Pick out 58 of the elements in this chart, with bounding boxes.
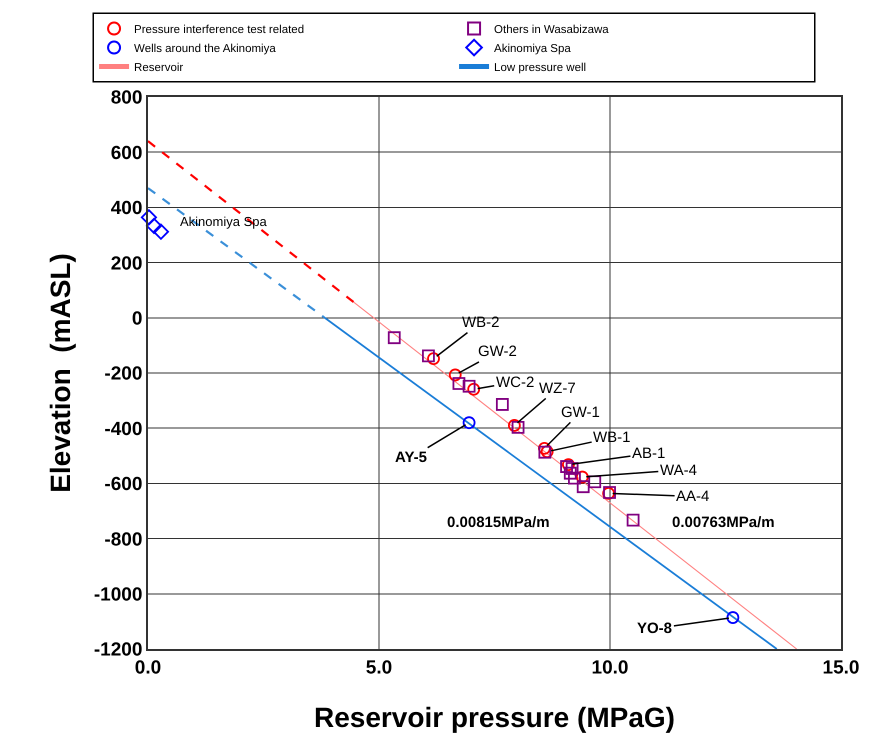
- point: [152, 224, 169, 240]
- y-tick-label: 600: [110, 142, 142, 164]
- point: [512, 420, 524, 434]
- legend-label: Reservoir: [134, 62, 184, 74]
- point: [422, 349, 435, 362]
- annotation: AB-1: [632, 445, 666, 462]
- x-tick-label: 10.0: [592, 658, 628, 679]
- annotation: WA-4: [660, 462, 697, 479]
- x-axis-title: Reservoir pressure (MPaG): [314, 702, 676, 734]
- point: [626, 514, 640, 527]
- point: [146, 218, 162, 234]
- point: [540, 445, 554, 458]
- point: [566, 462, 579, 475]
- y-tick-label: 0: [132, 308, 142, 330]
- point: [508, 419, 521, 432]
- y-tick-label: 800: [110, 88, 142, 109]
- y-axis-title: Elevation (mASL): [45, 253, 76, 493]
- point: [496, 398, 509, 411]
- y-tick-label: -800: [104, 529, 142, 550]
- point: [462, 416, 476, 430]
- y-tick-label: -600: [104, 474, 142, 496]
- point: [140, 209, 157, 226]
- point: [568, 472, 581, 485]
- point: [726, 611, 740, 624]
- annotation: YO-8: [637, 620, 672, 637]
- annotation: AY-5: [395, 449, 427, 466]
- point: [448, 368, 462, 382]
- point: [564, 466, 577, 480]
- point: [538, 446, 552, 459]
- annotation: 0.00815MPa/m: [447, 514, 550, 531]
- annotation: WB-2: [462, 314, 500, 331]
- x-tick-label: 5.0: [366, 658, 392, 679]
- point: [538, 442, 551, 455]
- point: [576, 480, 590, 494]
- legend-label: Others in Wasabizawa: [494, 24, 610, 36]
- y-tick-label: 400: [110, 198, 142, 220]
- y-tick-label: 200: [110, 253, 142, 274]
- annotation: GW-2: [478, 343, 517, 360]
- annotation: WZ-7: [539, 380, 576, 397]
- y-tick-label: -200: [104, 364, 142, 385]
- legend-label: Wells around the Akinomiya: [134, 43, 276, 56]
- point: [576, 470, 589, 484]
- x-tick-label: 15.0: [822, 658, 860, 679]
- y-tick-label: -1000: [94, 584, 142, 606]
- legend-label: Pressure interference test related: [134, 24, 304, 36]
- annotation: 0.00763MPa/m: [672, 514, 775, 531]
- point: [588, 475, 602, 488]
- point: [388, 331, 401, 344]
- legend-label: Akinomiya Spa: [494, 43, 572, 56]
- annotation: GW-1: [561, 404, 600, 421]
- annotation: WC-2: [496, 374, 534, 391]
- legend-label: Low pressure well: [494, 62, 586, 74]
- annotation: AA-4: [676, 488, 710, 505]
- point: [462, 380, 476, 393]
- point: [467, 382, 480, 396]
- point: [452, 377, 466, 390]
- point: [427, 352, 440, 366]
- y-tick-label: -400: [104, 418, 142, 440]
